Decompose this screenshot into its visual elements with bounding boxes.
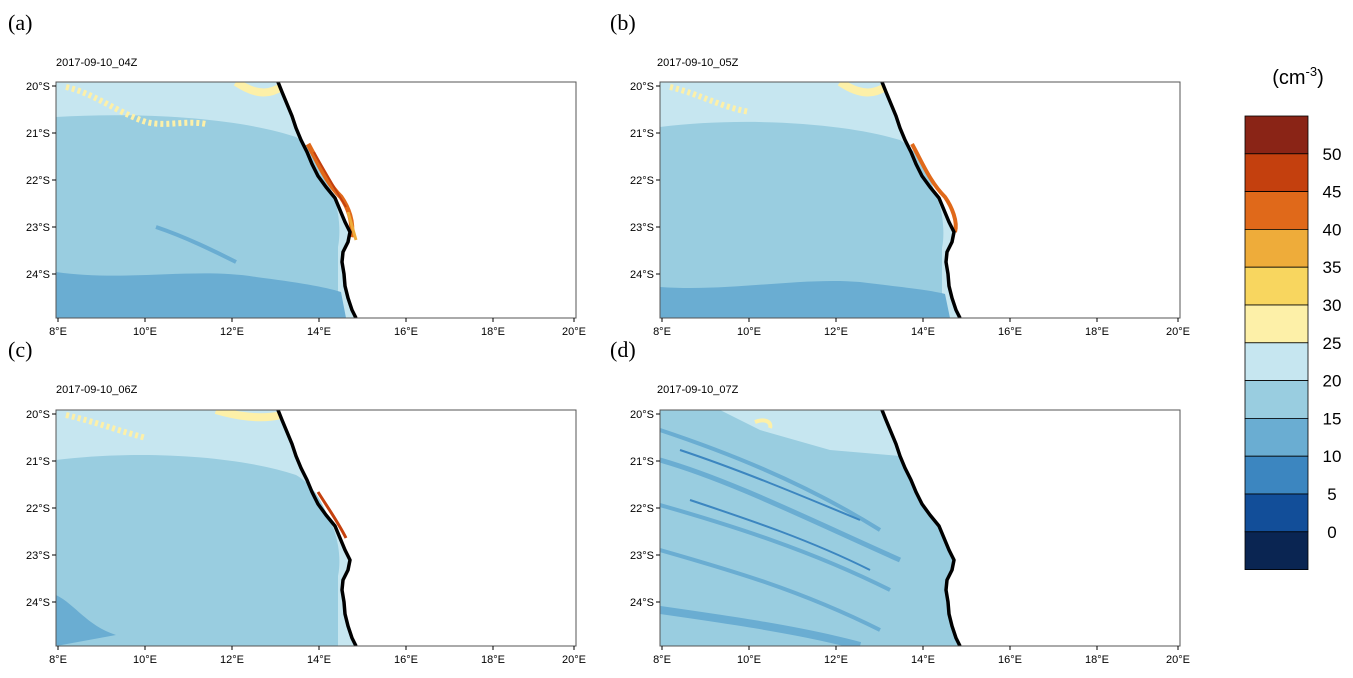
lat-tick-label: 20°S <box>630 81 654 93</box>
lon-tick-label: 10°E <box>737 326 761 338</box>
lat-tick-label: 23°S <box>630 550 654 562</box>
lat-tick-label: 20°S <box>26 81 50 93</box>
panel-time-c: 2017-09-10_06Z <box>56 384 138 396</box>
colorbar-swatch <box>1244 455 1309 495</box>
colorbar-tick-label: 5 <box>1327 485 1336 504</box>
lon-tick-label: 14°E <box>307 326 331 338</box>
colorbar-swatch <box>1244 531 1309 570</box>
lat-tick-label: 20°S <box>630 409 654 421</box>
lon-tick-label: 16°E <box>998 654 1022 666</box>
lat-tick-label: 24°S <box>26 597 50 609</box>
lon-tick-label: 8°E <box>653 654 671 666</box>
lat-tick-label: 23°S <box>630 222 654 234</box>
colorbar-tick-label: 25 <box>1323 334 1342 353</box>
lon-tick-label: 10°E <box>133 654 157 666</box>
lon-tick-label: 8°E <box>653 326 671 338</box>
axis-ticks: 20°S 21°S 22°S 23°S 24°S 8°E 10°E 12°E 14°E 16°E 1… <box>26 81 1190 666</box>
colorbar-swatch <box>1244 342 1309 381</box>
lat-tick-label: 20°S <box>26 409 50 421</box>
panel-b <box>659 81 1181 319</box>
colorbar-swatch <box>1244 304 1309 344</box>
colorbar-tick-label: 45 <box>1323 183 1342 202</box>
colorbar-swatch <box>1244 380 1309 419</box>
colorbar-tick-label: 0 <box>1327 523 1336 542</box>
colorbar-tick-label: 15 <box>1323 409 1342 428</box>
lat-tick-label: 21°S <box>26 456 50 468</box>
lon-tick-label: 12°E <box>220 654 244 666</box>
lon-tick-label: 8°E <box>49 326 67 338</box>
lat-tick-label: 22°S <box>630 175 654 187</box>
lon-tick-label: 12°E <box>824 654 848 666</box>
panel-label-b: (b) <box>610 10 636 35</box>
lon-tick-label: 16°E <box>394 654 418 666</box>
lon-tick-label: 12°E <box>824 326 848 338</box>
lon-tick-label: 14°E <box>911 326 935 338</box>
lat-tick-label: 21°S <box>630 456 654 468</box>
lat-tick-label: 21°S <box>26 128 50 140</box>
colorbar-swatch <box>1244 115 1309 155</box>
lon-tick-label: 20°E <box>1166 326 1190 338</box>
colorbar-tick-label: 10 <box>1323 447 1342 466</box>
panel-label-d: (d) <box>610 337 636 362</box>
lon-tick-label: 10°E <box>737 654 761 666</box>
panel-a <box>55 81 577 319</box>
lat-tick-label: 21°S <box>630 128 654 140</box>
colorbar-tick-label: 50 <box>1323 145 1342 164</box>
lat-tick-label: 22°S <box>26 175 50 187</box>
colorbar-swatch <box>1244 493 1309 533</box>
lon-tick-label: 14°E <box>911 654 935 666</box>
panel-c <box>55 409 577 647</box>
lon-tick-label: 20°E <box>1166 654 1190 666</box>
colorbar-swatch <box>1244 266 1309 306</box>
colorbar-swatch <box>1244 417 1309 457</box>
colorbar-unit: (cm-3) <box>1272 64 1324 89</box>
lat-tick-label: 24°S <box>26 269 50 281</box>
panel-time-b: 2017-09-10_05Z <box>657 57 739 69</box>
panel-time-d: 2017-09-10_07Z <box>657 384 739 396</box>
lon-tick-label: 8°E <box>49 654 67 666</box>
lat-tick-label: 22°S <box>26 503 50 515</box>
lat-tick-label: 24°S <box>630 597 654 609</box>
lat-tick-label: 24°S <box>630 269 654 281</box>
lon-tick-label: 18°E <box>481 326 505 338</box>
colorbar-swatch <box>1244 191 1309 230</box>
lon-tick-label: 16°E <box>998 326 1022 338</box>
colorbar-swatch <box>1244 228 1309 268</box>
lon-tick-label: 16°E <box>394 326 418 338</box>
panel-label-c: (c) <box>8 337 32 362</box>
panel-label-a: (a) <box>8 10 32 35</box>
panel-time-a: 2017-09-10_04Z <box>56 57 138 69</box>
colorbar-tick-label: 20 <box>1323 372 1342 391</box>
lon-tick-label: 18°E <box>1085 326 1109 338</box>
panel-d <box>659 409 1181 647</box>
colorbar-tick-label: 35 <box>1323 258 1342 277</box>
lon-tick-label: 20°E <box>562 326 586 338</box>
lon-tick-label: 20°E <box>562 654 586 666</box>
lat-tick-label: 23°S <box>26 550 50 562</box>
lon-tick-label: 18°E <box>1085 654 1109 666</box>
lat-tick-label: 22°S <box>630 503 654 515</box>
colorbar-tick-label: 40 <box>1323 220 1342 239</box>
lat-tick-label: 23°S <box>26 222 50 234</box>
colorbar-swatch <box>1244 153 1309 193</box>
lon-tick-label: 18°E <box>481 654 505 666</box>
lon-tick-label: 14°E <box>307 654 331 666</box>
lon-tick-label: 12°E <box>220 326 244 338</box>
colorbar-tick-label: 30 <box>1323 296 1342 315</box>
lon-tick-label: 10°E <box>133 326 157 338</box>
